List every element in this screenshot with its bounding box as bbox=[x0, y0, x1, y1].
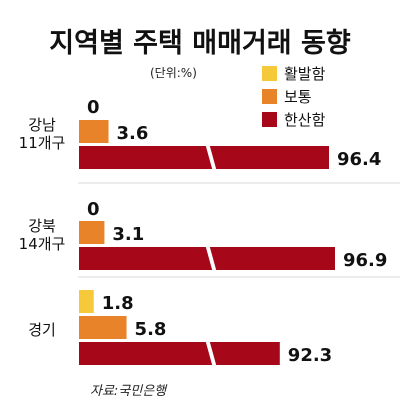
category-label-2: 경기 bbox=[28, 321, 56, 339]
bar-2-1 bbox=[79, 316, 127, 339]
value-label-2-2: 92.3 bbox=[288, 345, 332, 366]
legend-label-1: 보통 bbox=[284, 88, 312, 106]
bar-2-0 bbox=[79, 290, 94, 313]
value-label-0-1: 3.6 bbox=[117, 123, 149, 144]
category-label-1: 강북 bbox=[28, 217, 56, 235]
value-label-0-0: 0 bbox=[87, 97, 100, 118]
unit-label: (단위:%) bbox=[150, 66, 197, 80]
value-label-0-2: 96.4 bbox=[337, 149, 381, 170]
bar-1-2 bbox=[79, 247, 335, 270]
legend-swatch-1 bbox=[262, 89, 277, 104]
category-sublabel-0: 11개구 bbox=[19, 134, 66, 152]
legend-swatch-0 bbox=[262, 66, 277, 81]
value-label-2-0: 1.8 bbox=[102, 293, 134, 314]
value-label-1-0: 0 bbox=[87, 199, 100, 220]
legend-swatch-2 bbox=[262, 112, 277, 127]
chart-title: 지역별 주택 매매거래 동향 bbox=[49, 28, 351, 59]
category-label-0: 강남 bbox=[28, 116, 56, 134]
axis-break-0 bbox=[205, 143, 217, 172]
legend-label-2: 한산함 bbox=[284, 111, 326, 129]
bar-0-1 bbox=[79, 120, 109, 143]
category-sublabel-1: 14개구 bbox=[19, 235, 66, 253]
axis-break-1 bbox=[205, 244, 217, 273]
axis-break-2 bbox=[205, 339, 217, 368]
bar-1-1 bbox=[79, 221, 105, 244]
bar-0-2 bbox=[79, 146, 329, 169]
value-label-1-2: 96.9 bbox=[343, 250, 387, 271]
source-note: 자료:국민은행 bbox=[90, 384, 168, 399]
value-label-2-1: 5.8 bbox=[135, 319, 167, 340]
value-label-1-1: 3.1 bbox=[112, 224, 144, 245]
group-2: 1.85.8 92.3 경기 bbox=[28, 276, 400, 368]
bar-2-2 bbox=[79, 342, 280, 365]
legend-label-0: 활발함 bbox=[284, 65, 326, 83]
